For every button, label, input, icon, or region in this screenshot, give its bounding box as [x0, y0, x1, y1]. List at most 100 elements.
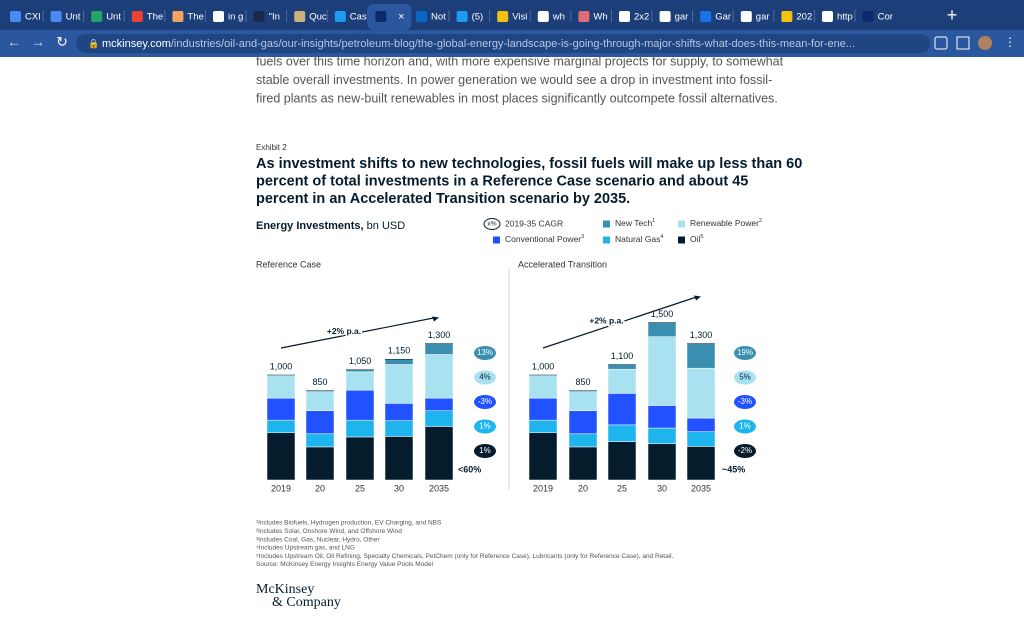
bar-segment [607, 364, 637, 370]
cagr-badge-key [483, 218, 501, 230]
tab[interactable]: 2x2 [619, 10, 653, 23]
tab-icon [456, 11, 468, 22]
cagr-value: -3% [478, 397, 492, 406]
forward-button[interactable]: → [31, 34, 45, 50]
arrow-head [694, 295, 701, 301]
bar-segment [266, 397, 296, 421]
new-tab-button[interactable]: + [947, 5, 958, 25]
tab[interactable]: The [172, 10, 206, 23]
tab[interactable]: Cas [334, 10, 369, 23]
bar-segment [607, 393, 637, 426]
legend-footnote: 1 [652, 218, 655, 224]
bar-segment [384, 420, 414, 437]
tab-title: The [147, 12, 163, 23]
bar-segment [568, 446, 598, 481]
tab[interactable]: Wh [578, 10, 612, 23]
tab-title: CXI [25, 12, 41, 23]
bar-segment [647, 405, 677, 429]
footnote: ⁴Includes Upstream gas, and LNG [256, 545, 355, 552]
tab-icon [740, 11, 752, 22]
url-path: /industries/oil-and-gas/our-insights/pet… [171, 38, 855, 50]
legend-entry: Conventional Power3 [505, 234, 584, 244]
cagr-value: 4% [479, 373, 491, 382]
legend-name: New Tech [615, 218, 652, 228]
tab[interactable]: Gar [700, 10, 734, 23]
x-tick-label: 2035 [691, 483, 711, 493]
article-line: stable overall investments. In power gen… [256, 73, 772, 87]
total-label: 1,100 [611, 351, 634, 361]
url[interactable]: mckinsey.com/industries/oil-and-gas/our-… [102, 38, 855, 50]
tab-icon [537, 11, 549, 22]
tab-title: Quc [309, 12, 327, 23]
tab[interactable]: × [367, 4, 412, 30]
tab-title: Not [431, 12, 446, 23]
tab[interactable]: Cor [862, 11, 893, 23]
tab-title: http [837, 12, 853, 23]
menu-button[interactable]: ⋮ [1004, 35, 1016, 49]
tab[interactable]: Visi [497, 10, 531, 23]
tab-title: "In [269, 12, 280, 23]
panel-title: Reference Case [256, 259, 321, 269]
tab[interactable]: in g [213, 10, 247, 23]
article-line: fired plants as new-built renewables in … [256, 91, 778, 105]
bar-segment [528, 397, 558, 421]
bar-segment [607, 368, 637, 394]
tab[interactable]: (5) [456, 10, 491, 23]
tab[interactable]: Unt [50, 10, 85, 23]
tab[interactable]: Quc [294, 10, 328, 23]
total-label: 1,050 [349, 356, 372, 366]
tab-title: Wh [593, 12, 607, 23]
bar-segment [345, 371, 375, 391]
extensions-icon[interactable] [934, 36, 948, 50]
tab-icon [375, 11, 387, 22]
bar-segment [305, 410, 335, 435]
tab[interactable]: wh [537, 10, 572, 23]
exhibit-label: Exhibit 2 [256, 143, 287, 152]
tab[interactable]: gar [740, 10, 775, 23]
tab[interactable]: http [822, 10, 856, 23]
x-tick-label: 30 [657, 483, 667, 493]
legend-footnote: 5 [700, 234, 703, 240]
legend-swatch [493, 236, 500, 244]
bar-segment [528, 419, 558, 433]
footnote: ¹Includes Biofuels, Hydrogen production,… [256, 520, 442, 527]
cagr-value: 19% [737, 348, 753, 357]
bar-segment [345, 369, 375, 373]
cagr-badge [474, 370, 496, 385]
tab-icon [659, 11, 671, 22]
tab-title: in g [228, 12, 243, 23]
tab[interactable]: "In [253, 10, 288, 23]
sidebar-icon[interactable] [956, 36, 970, 50]
bar-segment [424, 410, 454, 427]
tab-icon [91, 11, 103, 22]
legend-swatch [603, 236, 610, 244]
cagr-badge [734, 346, 756, 360]
footnote: ⁵Includes Upstream Oil, Oil Refining, Sp… [256, 553, 674, 560]
bar-segment [384, 403, 414, 421]
tab-icon [10, 11, 21, 22]
tab-title: 202 [796, 12, 812, 23]
back-button[interactable]: ← [7, 34, 21, 50]
trend-label: +2% p.a. [327, 326, 361, 336]
tab[interactable]: CXI [10, 10, 44, 23]
profile-avatar[interactable] [978, 36, 992, 50]
bar-segment [305, 433, 335, 448]
address-bar[interactable] [76, 34, 930, 53]
tab[interactable]: Not [416, 10, 450, 23]
tab-icon [213, 11, 224, 22]
legend-footnote: 4 [660, 234, 663, 240]
tab[interactable]: Unt [91, 10, 125, 23]
x-tick-label: 25 [355, 483, 365, 493]
bar-segment [528, 432, 558, 481]
bar-segment [528, 374, 558, 399]
bar-segment [686, 446, 716, 481]
trend-label: +2% p.a. [589, 316, 623, 326]
tab-icon [862, 11, 874, 22]
tab-icon [172, 11, 184, 22]
tab[interactable]: The [131, 10, 166, 23]
x-tick-label: 20 [315, 483, 325, 493]
reload-button[interactable]: ↻ [56, 34, 68, 50]
tab[interactable]: 202 [781, 10, 815, 23]
tab[interactable]: gar [659, 10, 694, 23]
